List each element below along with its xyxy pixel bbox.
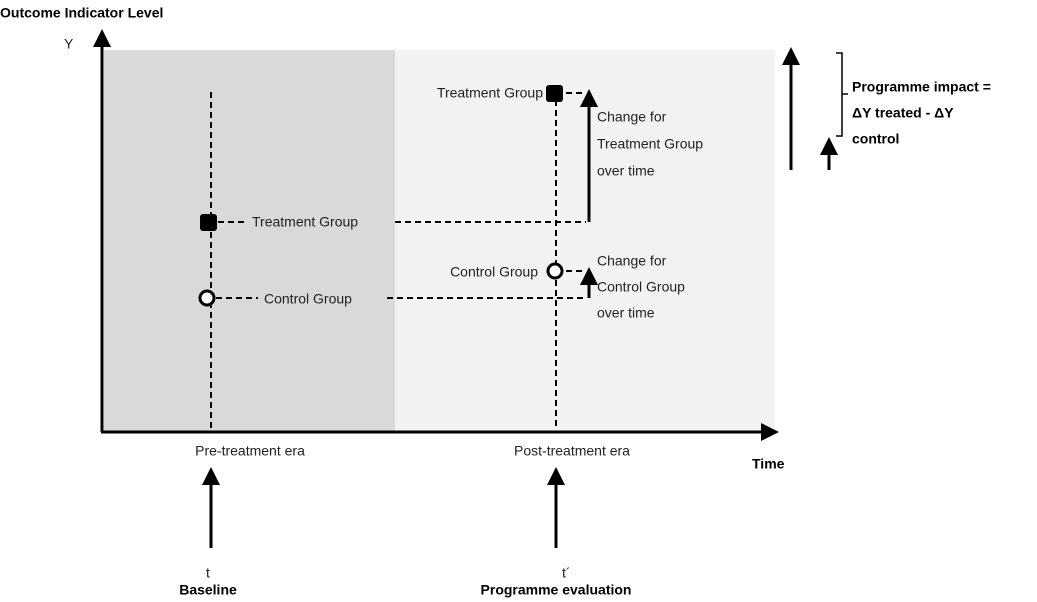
- time-symbol: t: [206, 565, 210, 581]
- change-text: Change for: [597, 109, 667, 125]
- era-label: Pre-treatment era: [195, 443, 305, 459]
- y-symbol: Y: [64, 36, 74, 52]
- y-axis-title: Outcome Indicator Level: [0, 5, 163, 21]
- impact-text: Programme impact =: [852, 79, 991, 95]
- control-marker: [198, 289, 216, 307]
- change-text: Treatment Group: [597, 136, 703, 152]
- group-label: Treatment Group: [437, 85, 543, 101]
- time-label: Baseline: [179, 582, 237, 598]
- group-label: Control Group: [264, 291, 352, 307]
- treatment-marker: [200, 214, 217, 231]
- control-marker: [546, 262, 564, 280]
- post-region: [395, 50, 775, 431]
- change-text: over time: [597, 163, 655, 179]
- x-axis-title: Time: [752, 456, 785, 472]
- impact-text: ΔY treated - ΔY: [852, 105, 954, 121]
- impact-text: control: [852, 131, 899, 147]
- pre-region: [104, 50, 395, 431]
- treatment-marker: [546, 85, 563, 102]
- time-label: Programme evaluation: [481, 582, 632, 598]
- time-symbol: t´: [562, 565, 571, 581]
- change-text: Change for: [597, 253, 667, 269]
- change-text: over time: [597, 305, 655, 321]
- group-label: Treatment Group: [252, 214, 358, 230]
- group-label: Control Group: [450, 264, 538, 280]
- era-label: Post-treatment era: [514, 443, 630, 459]
- bracket: [836, 52, 848, 137]
- change-text: Control Group: [597, 279, 685, 295]
